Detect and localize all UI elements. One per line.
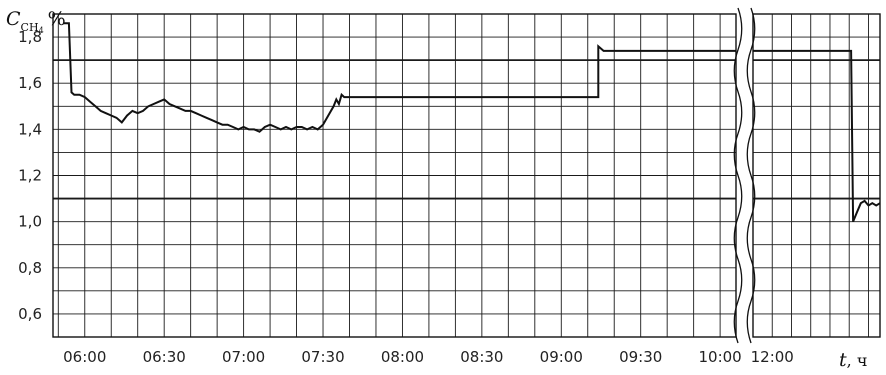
x-tick-label: 10:00 (698, 348, 741, 366)
x-tick-label: 09:00 (540, 348, 583, 366)
y-axis-symbol: C (6, 8, 21, 30)
axis-break-marks (733, 0, 756, 345)
plot-frame-segment (752, 13, 881, 338)
series-layer (63, 22, 881, 222)
x-tick-label: 07:30 (301, 348, 344, 366)
y-axis-unit: % (48, 8, 66, 30)
axis-break-gap (737, 0, 752, 345)
y-axis-subscript: CH (21, 21, 39, 34)
y-tick-label: 1,2 (18, 167, 42, 185)
y-tick-label: 0,6 (18, 305, 42, 323)
x-tick-label: 06:30 (143, 348, 186, 366)
plot-frame-segment (52, 13, 737, 338)
y-tick-label: 1,4 (18, 120, 42, 138)
x-tick-labels: 06:00 06:30 07:00 07:30 08:00 08:30 09:00 09:30… (63, 348, 794, 366)
x-axis-unit: , ч (847, 351, 868, 370)
y-tick-label: 1,6 (18, 74, 42, 92)
y-tick-label: 1,8 (18, 28, 42, 46)
plot-frame (52, 13, 881, 338)
y-axis-label: CCH4% (6, 8, 66, 35)
x-axis-label: t, ч (839, 349, 867, 371)
axis-break-line (746, 7, 756, 344)
y-axis-subscript-index: 4 (39, 26, 44, 35)
y-tick-label: 1,0 (18, 213, 42, 231)
y-tick-labels: 0,6 0,8 1,0 1,2 1,4 1,6 1,8 (18, 28, 42, 323)
x-axis-symbol: t (839, 349, 847, 371)
series-line (63, 22, 736, 133)
x-tick-label: 06:00 (63, 348, 106, 366)
x-tick-label: 08:30 (460, 348, 503, 366)
axis-break-line (733, 7, 743, 344)
x-tick-label: 09:30 (619, 348, 662, 366)
x-tick-label: 08:00 (381, 348, 424, 366)
x-tick-label: 07:00 (222, 348, 265, 366)
series-line (753, 49, 881, 222)
grid (53, 13, 880, 338)
x-tick-label: 12:00 (751, 348, 794, 366)
y-tick-label: 0,8 (18, 259, 42, 277)
